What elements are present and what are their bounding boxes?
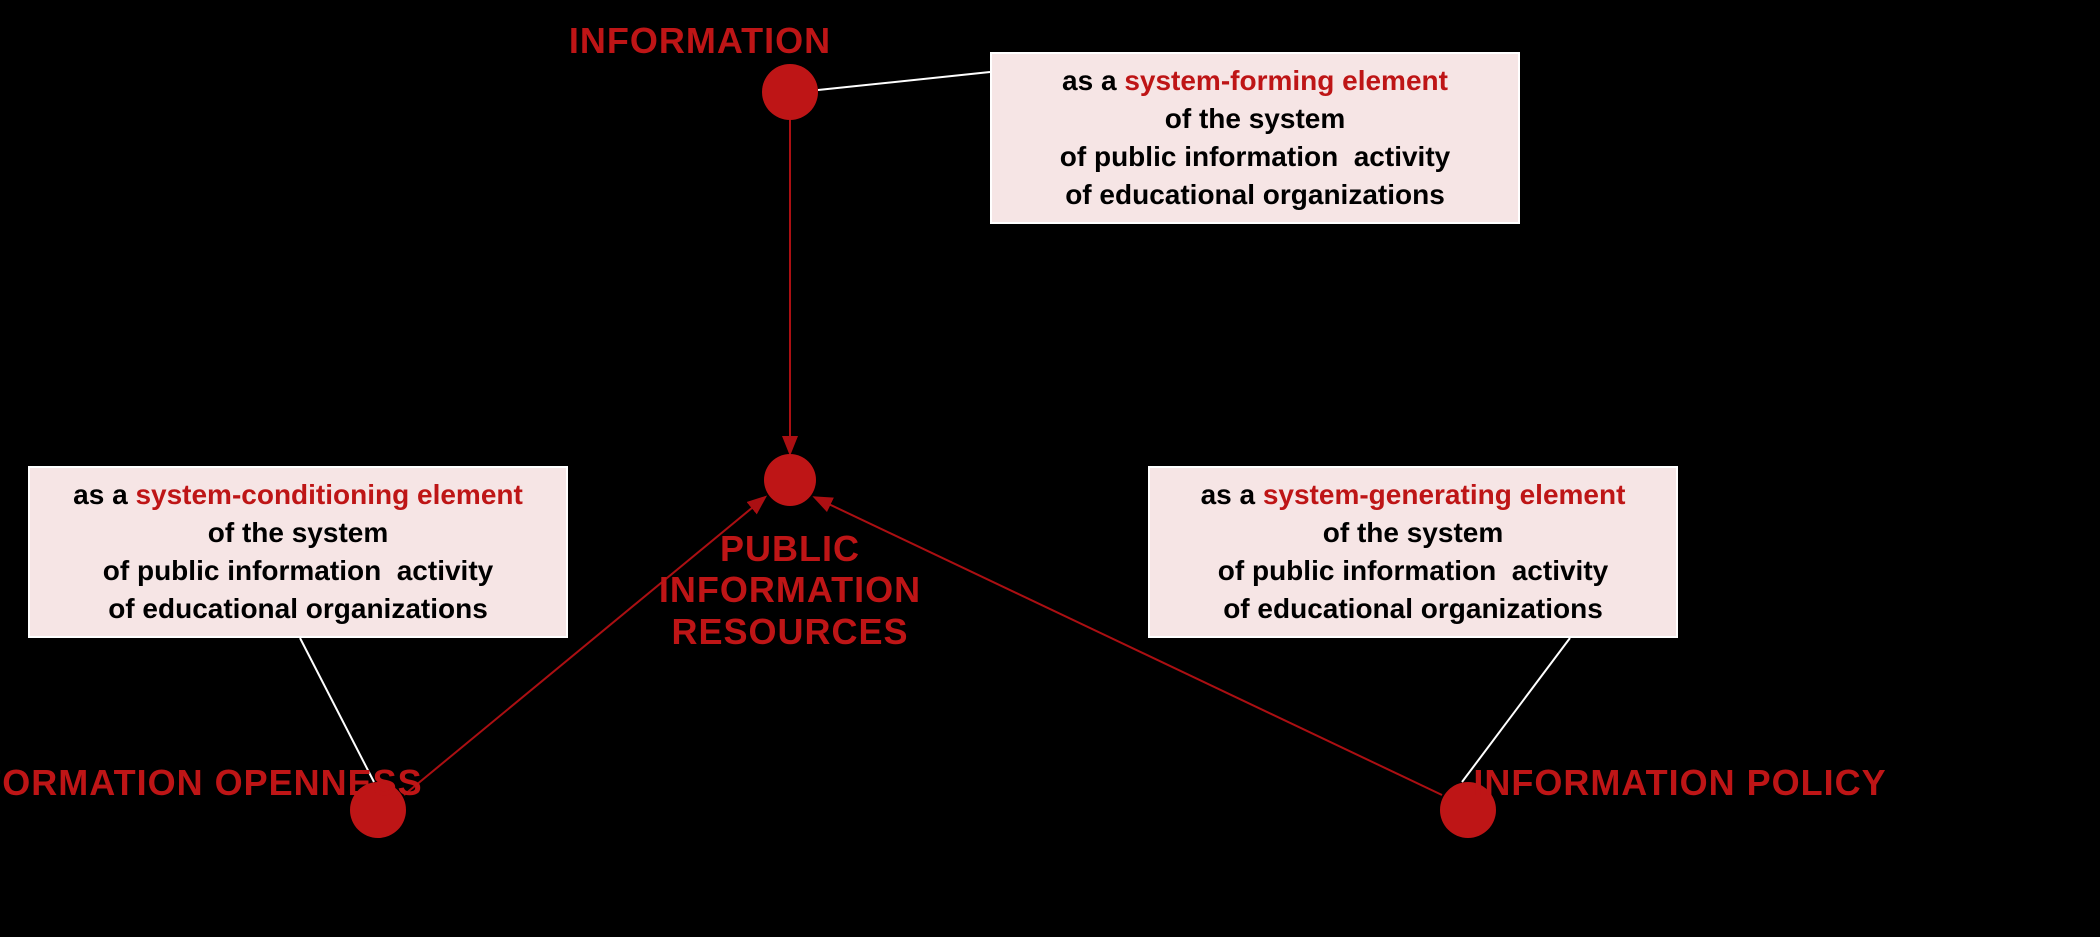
callout-right-rest: of the system of public information acti… bbox=[1218, 514, 1608, 627]
callout-right-line1: as a system-generating element bbox=[1201, 476, 1626, 514]
callout-left-rest: of the system of public information acti… bbox=[103, 514, 493, 627]
callout-top: as a system-forming element of the syste… bbox=[990, 52, 1520, 224]
callout-right-line1-plain: as a bbox=[1201, 479, 1263, 510]
callout-right-line1-em: system-generating element bbox=[1263, 479, 1626, 510]
connector-left bbox=[300, 638, 374, 782]
node-center-circle bbox=[764, 454, 816, 506]
node-right-label: INFORMATION POLICY bbox=[630, 762, 2100, 803]
callout-left-line1-plain: as a bbox=[73, 479, 135, 510]
diagram-stage: INFORMATION PUBLIC INFORMATION RESOURCES… bbox=[0, 0, 2100, 937]
callout-top-line1-em: system-forming element bbox=[1124, 65, 1448, 96]
callout-left-line1-em: system-conditioning element bbox=[135, 479, 522, 510]
callout-top-line1-plain: as a bbox=[1062, 65, 1124, 96]
callout-left: as a system-conditioning element of the … bbox=[28, 466, 568, 638]
callout-top-line1: as a system-forming element bbox=[1062, 62, 1448, 100]
connector-top bbox=[818, 72, 990, 90]
callout-left-line1: as a system-conditioning element bbox=[73, 476, 523, 514]
callout-top-rest: of the system of public information acti… bbox=[1060, 100, 1450, 213]
connector-right bbox=[1462, 638, 1570, 782]
node-top-circle bbox=[762, 64, 818, 120]
callout-right: as a system-generating element of the sy… bbox=[1148, 466, 1678, 638]
